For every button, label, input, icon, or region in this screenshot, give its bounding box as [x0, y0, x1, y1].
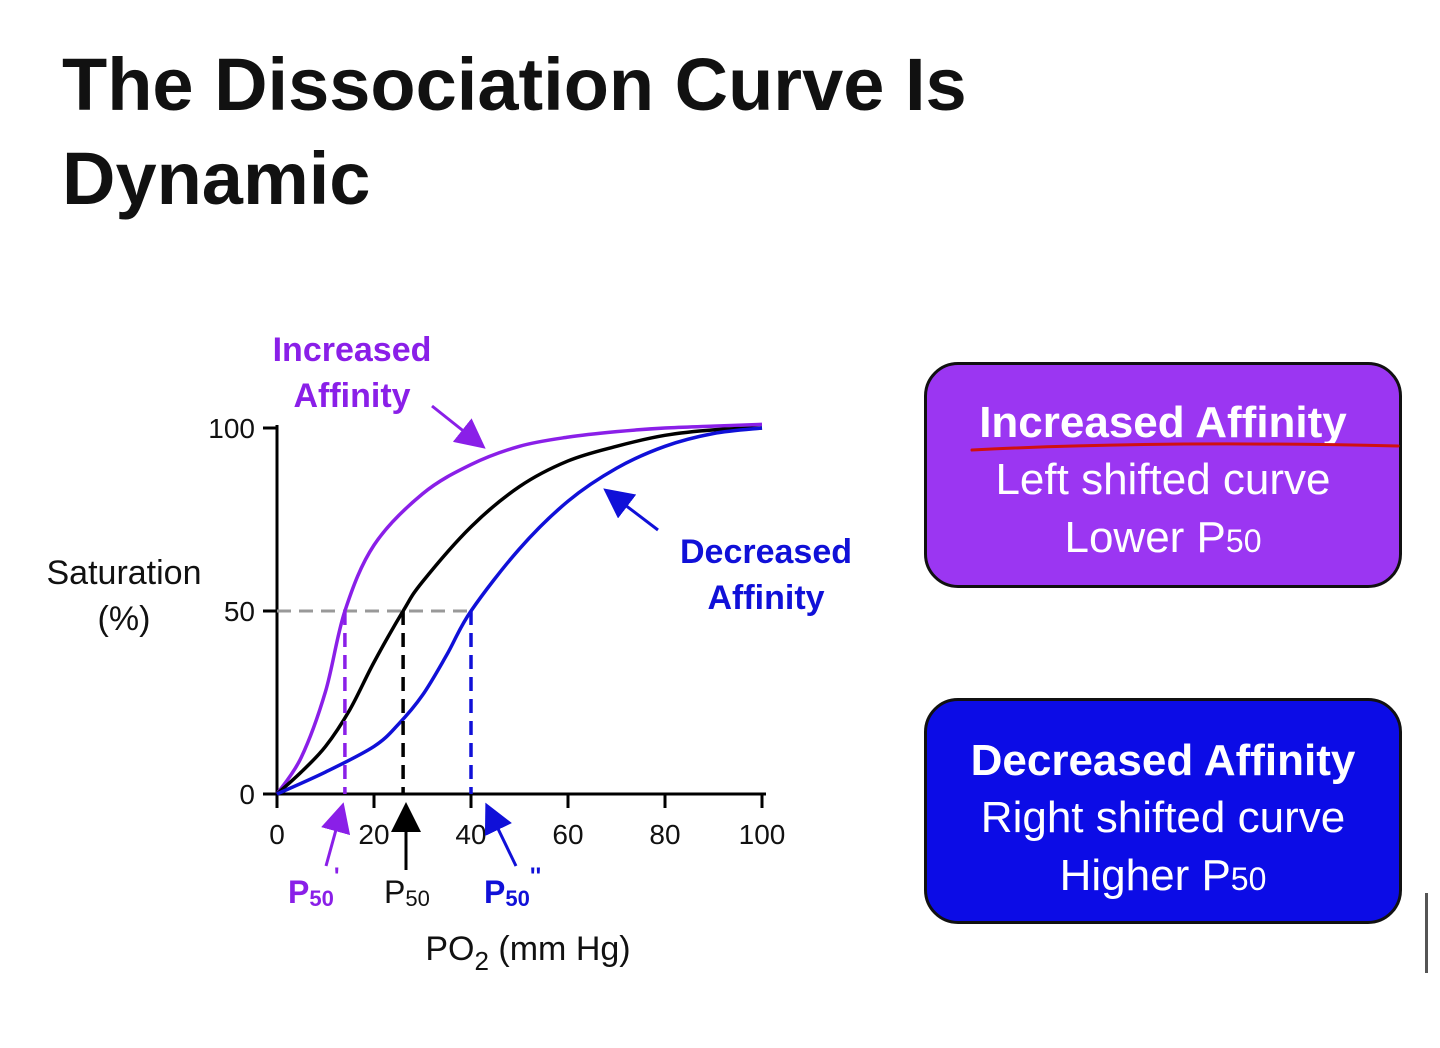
increased-affinity-box-heading: Increased Affinity — [979, 398, 1347, 447]
p50-double-prime-label: P50'' — [484, 863, 541, 911]
decreased-affinity-box-heading: Decreased Affinity — [970, 736, 1356, 785]
increased-affinity-curve — [275, 422, 763, 795]
p50-label: P50 — [384, 874, 430, 911]
scroll-edge-bar — [1425, 893, 1428, 973]
slide-title: The Dissociation Curve Is Dynamic — [62, 43, 967, 220]
x-tick-label: 0 — [269, 819, 285, 850]
y-axis-label-line1: Saturation — [47, 554, 202, 592]
y-axis-label-line2: (%) — [98, 600, 151, 638]
decreased-affinity-box-line1: Right shifted curve — [980, 793, 1346, 842]
red-underline-mark — [970, 442, 1400, 452]
increased-affinity-box-line1: Left shifted curve — [995, 455, 1331, 504]
decreased-affinity-label-line1: Decreased — [680, 533, 852, 571]
x-tick-label: 20 — [358, 819, 389, 850]
x-tick-label: 80 — [649, 819, 680, 850]
p50-prime-arrow — [321, 802, 351, 867]
increased-affinity-label-line2: Affinity — [293, 377, 410, 415]
decreased-affinity-curve — [276, 426, 763, 796]
increased-affinity-box: Increased Affinity Left shifted curve Lo… — [924, 362, 1402, 588]
y-tick-label: 50 — [224, 596, 255, 627]
p50-double-prime-arrow — [484, 802, 518, 867]
x-tick-label: 100 — [739, 819, 786, 850]
increased-affinity-arrow — [431, 404, 486, 449]
x-axis-label: PO2 (mm Hg) — [425, 930, 630, 976]
decreased-affinity-box-line2: Higher P50 — [1059, 851, 1267, 900]
y-tick-label: 0 — [239, 779, 255, 810]
decreased-affinity-arrow — [603, 488, 659, 532]
decreased-affinity-box: Decreased Affinity Right shifted curve H… — [924, 698, 1402, 924]
decreased-affinity-label-line2: Affinity — [707, 579, 824, 617]
p50-prime-label: P50' — [288, 863, 340, 911]
increased-affinity-label-line1: Increased — [273, 331, 432, 369]
normal-affinity-curve — [275, 426, 763, 796]
x-tick-label: 40 — [455, 819, 486, 850]
x-tick-label: 60 — [552, 819, 583, 850]
y-tick-label: 100 — [208, 413, 255, 444]
increased-affinity-box-line2: Lower P50 — [1064, 513, 1262, 562]
